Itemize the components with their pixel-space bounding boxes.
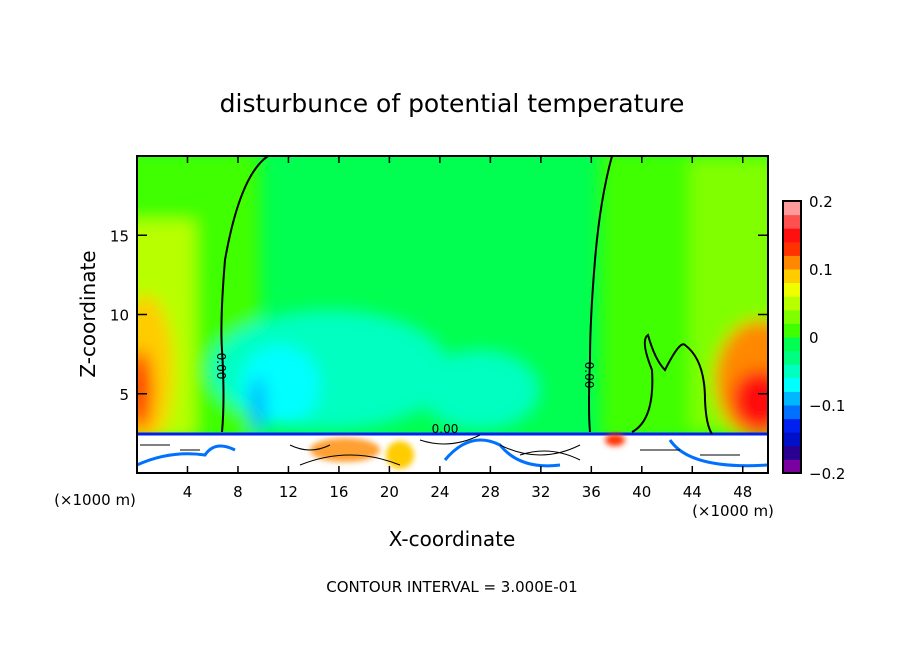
field-left-hot <box>137 350 152 430</box>
colorbar-swatch <box>783 269 801 284</box>
y-tick-label: 15 <box>110 227 129 245</box>
x-tick-label: 16 <box>329 483 348 501</box>
colorbar-swatch <box>783 364 801 379</box>
x-tick-label: 8 <box>233 483 243 501</box>
field <box>137 156 768 473</box>
x-unit-right: (×1000 m) <box>692 502 774 520</box>
colorbar-swatch <box>783 405 801 420</box>
contour-interval-footer: CONTOUR INTERVAL = 3.000E-01 <box>326 578 577 596</box>
x-axis-label: X-coordinate <box>389 527 516 551</box>
y-tick-label: 5 <box>119 386 129 404</box>
colorbar-swatch <box>783 282 801 297</box>
colorbar-swatch <box>783 323 801 338</box>
contour-zero-right <box>588 156 613 433</box>
x-tick-label: 36 <box>582 483 601 501</box>
colorbar-swatch <box>783 391 801 406</box>
y-ticks: 5 10 15 <box>110 227 768 404</box>
colorbar-swatch <box>783 377 801 392</box>
colorbar-tick-label: 0.2 <box>809 193 833 211</box>
field-blue-streak <box>250 377 266 433</box>
colorbar: 0.2 0.1 0 −0.1 −0.2 <box>782 193 845 483</box>
contour-label: 0.00 <box>432 422 459 436</box>
colorbar-swatch <box>783 241 801 256</box>
x-tick-label: 28 <box>481 483 500 501</box>
colorbar-swatch <box>783 337 801 352</box>
y-axis-label: Z-coordinate <box>76 250 100 377</box>
contour-lines-boundary <box>140 434 740 466</box>
contour-label: 0.00 <box>582 362 596 389</box>
x-tick-label: 32 <box>531 483 550 501</box>
x-ticks: 4 8 12 16 20 24 28 32 36 40 44 48 <box>183 156 752 501</box>
colorbar-swatch <box>783 445 801 460</box>
colorbar-frame <box>782 200 802 474</box>
colorbar-swatch <box>783 296 801 311</box>
x-tick-label: 40 <box>632 483 651 501</box>
field-mid-cool <box>420 350 540 430</box>
boundary-hot-spot <box>605 434 625 446</box>
colorbar-swatch <box>783 459 801 474</box>
x-tick-label: 48 <box>733 483 752 501</box>
colorbar-tick-label: 0.1 <box>809 261 833 279</box>
contour-label: 0.00 <box>214 353 228 380</box>
contour-zero-plume <box>631 333 713 435</box>
y-tick-label: 10 <box>110 307 129 325</box>
x-tick-label: 12 <box>279 483 298 501</box>
contour-zero-left <box>220 156 269 433</box>
colorbar-swatch <box>783 309 801 324</box>
x-tick-label: 24 <box>430 483 449 501</box>
colorbar-tick-label: −0.2 <box>809 465 845 483</box>
x-tick-label: 20 <box>380 483 399 501</box>
colorbar-swatch <box>783 418 801 433</box>
colorbar-swatch <box>783 228 801 243</box>
colorbar-swatch <box>783 214 801 229</box>
colorbar-tick-label: 0 <box>809 329 819 347</box>
colorbar-swatch <box>783 432 801 447</box>
colorbar-swatch <box>783 255 801 270</box>
x-unit-left: (×1000 m) <box>54 491 136 509</box>
colorbar-swatch <box>783 350 801 365</box>
chart-title: disturbunce of potential temperature <box>220 89 685 118</box>
x-tick-label: 44 <box>683 483 702 501</box>
colorbar-swatch <box>783 201 801 216</box>
x-tick-label: 4 <box>183 483 193 501</box>
colorbar-tick-label: −0.1 <box>809 397 845 415</box>
field-right-hot <box>732 370 768 430</box>
